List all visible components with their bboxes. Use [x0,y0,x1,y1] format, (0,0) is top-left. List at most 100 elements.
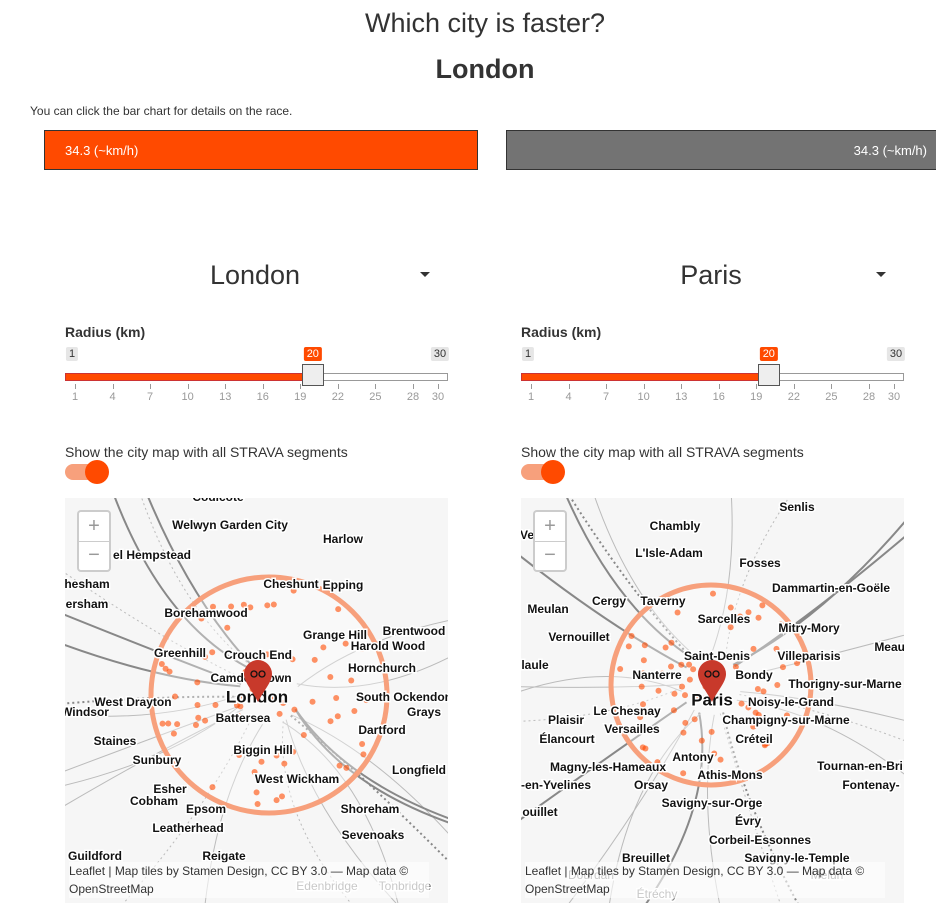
road [568,709,695,903]
segment-dot [700,695,707,702]
speed-bar[interactable]: 34.3 (~km/h) [506,130,936,170]
segment-dot [194,702,201,709]
road [65,709,244,806]
place-label: Epsom [186,802,226,816]
place-label: Hornchurch [348,661,416,675]
map: Senlis Chambly L'Isle-Adam Fosses Dammartin-… [521,498,904,903]
segment-dot [783,712,790,719]
slider-tick-label: 13 [219,391,232,403]
slider-tick-label: 10 [637,391,650,403]
segment-dot [747,719,754,726]
segment-dot [696,753,703,760]
dropdown-caret[interactable] [876,272,886,277]
place-label: Dammartin-en-Goële [772,581,890,595]
place-label: laule [521,658,549,672]
segment-dot [291,706,298,713]
segment-dot [360,751,367,758]
place-label: Fosses [739,556,781,570]
place-label: Chambly [650,519,701,533]
slider-tick [894,384,895,389]
segment-dot [641,642,648,649]
segment-dot [759,602,766,609]
road [285,719,397,903]
slider-tick-label: 22 [787,391,800,403]
toggle-label: Show the city map with all STRAVA segmen… [65,444,348,460]
city-select[interactable]: Paris [680,260,742,290]
segment-dot [333,694,340,701]
place-label: Corbeil-Essonnes [709,833,811,847]
segment-dot [236,752,243,759]
toggle-label: Show the city map with all STRAVA segmen… [521,444,804,460]
segment-dot [224,624,231,631]
segment-dot [158,661,165,668]
segment-dot [261,746,268,753]
segment-dot [227,610,234,617]
place-label: Saint-Denis [684,649,750,663]
road [296,657,448,688]
slider-tick-label: 13 [675,391,688,403]
city-marker[interactable] [698,660,726,702]
place-label: Staines [94,734,137,748]
segment-dot [640,701,647,708]
zoom-in[interactable]: + [79,512,109,542]
place-label: Élancourt [539,731,594,746]
dropdown-caret[interactable] [420,272,430,277]
segment-dot [732,663,739,670]
zoom-in[interactable]: + [535,512,565,542]
city-select[interactable]: London [209,260,301,290]
zoom-out[interactable]: − [544,544,556,566]
slider-handle[interactable] [757,364,780,386]
place-label: Magny-les-Hameaux [550,760,666,774]
segment-dot [174,721,181,728]
segment-dot [678,661,685,668]
toggle-knob[interactable] [541,460,565,484]
slider-tick [531,384,532,389]
slider-tick [187,384,189,389]
slider-handle[interactable] [301,364,324,386]
place-label: Codicote [192,498,244,504]
segment-dot [691,716,698,723]
segment-dot [300,731,307,738]
slider-tick [262,384,264,389]
place-label: Esher [153,782,187,796]
zoom-out[interactable]: − [88,544,100,566]
road [521,684,682,688]
segment-dot [264,602,271,609]
toggle-knob[interactable] [85,460,109,484]
slider-tick-label: 16 [256,391,269,403]
segment-dot [228,603,235,610]
place-label: Évry [735,813,761,828]
slider-tick-label: 4 [109,391,116,403]
segment-dot [240,693,247,700]
segment-dot [708,728,715,735]
segment-dot [162,665,169,672]
zoom-control: + − [533,510,567,572]
place-label: Sarcelles [698,612,751,626]
slider-tick [412,384,414,389]
segment-dot [738,700,745,707]
slider-fill [521,373,769,381]
segment-dot [774,682,781,689]
speed-bar[interactable]: 34.3 (~km/h) [44,130,478,170]
segment-dot [194,679,201,686]
road [609,712,702,903]
place-label: Savigny-sur-Orge [662,796,763,810]
road [114,498,253,671]
segment-dot [335,606,342,613]
segment-dot [717,756,724,763]
road [282,721,352,903]
segment-dot [671,690,678,697]
city-panel: Paris Radius (km) 1 30 20 1 4 7 10 13 16 19 22 25 28 30… [521,240,906,903]
place-label: Brentwood [383,624,446,638]
segment-dot [209,603,216,610]
segment-dot [342,640,349,647]
segment-dot [254,801,261,808]
segment-dot [655,687,662,694]
slider-tick-label: 16 [712,391,725,403]
segment-dot [363,697,370,704]
city-marker[interactable] [244,660,272,702]
place-label: Tournan-en-Bri [817,759,903,773]
segment-dot [686,661,693,668]
segment-dot [679,683,686,690]
road [291,714,448,834]
